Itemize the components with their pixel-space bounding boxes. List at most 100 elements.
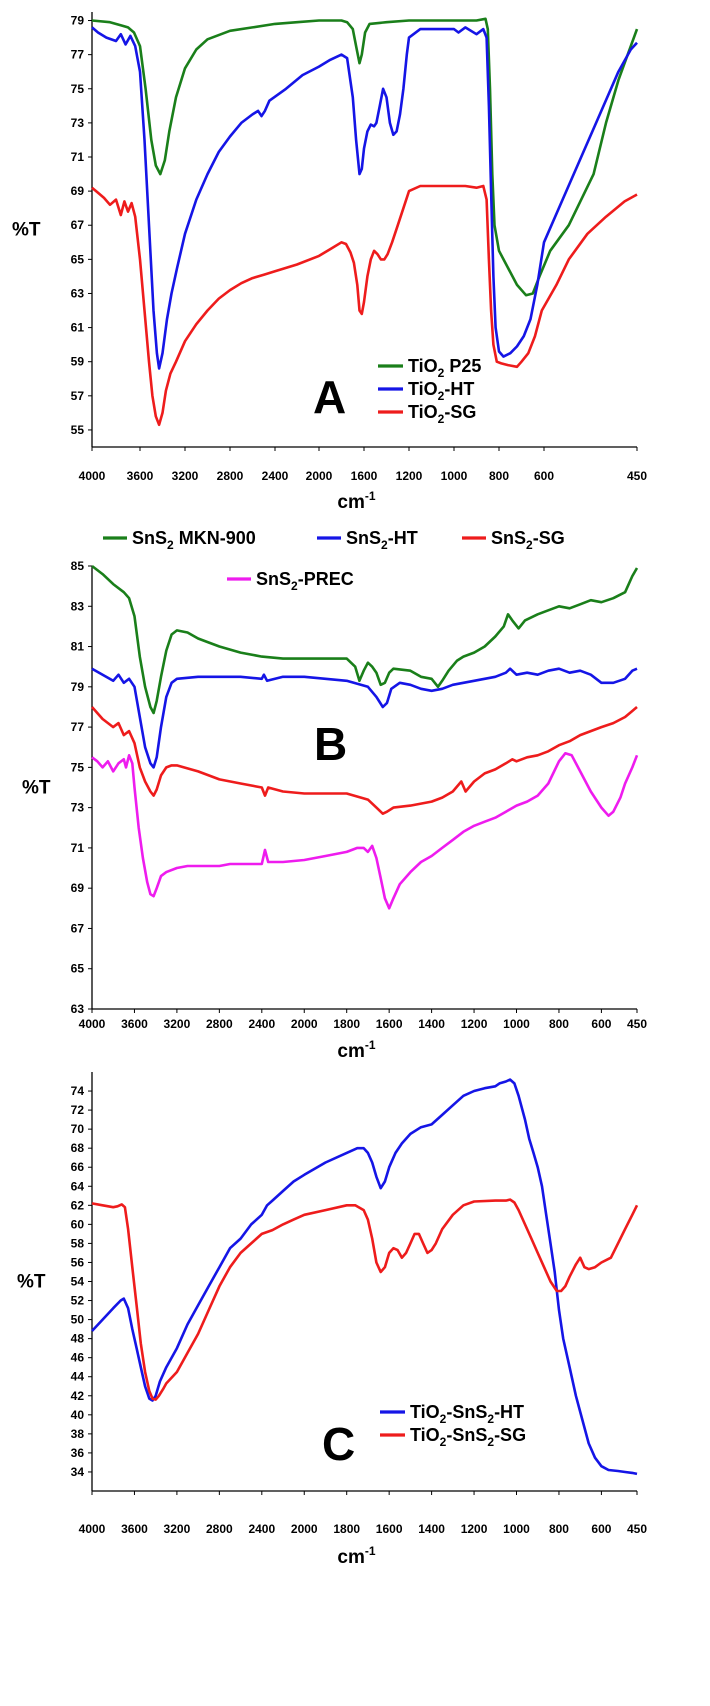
x-tick-label: 600 — [591, 1017, 611, 1031]
legend-label-text: -HT — [388, 528, 418, 548]
legend-label-text: SnS — [491, 528, 526, 548]
y-tick-label: 79 — [71, 680, 85, 694]
legend-label-text: -SG — [533, 528, 565, 548]
y-axis-label: %T — [22, 778, 51, 799]
legend-label-subscript: 2 — [526, 538, 533, 552]
y-tick-label: 73 — [71, 801, 85, 815]
y-tick-label: 69 — [71, 881, 85, 895]
y-tick-label: 67 — [71, 921, 85, 935]
x-tick-label: 450 — [627, 1017, 647, 1031]
legend-label: TiO2-SnS2-SG — [410, 1425, 526, 1449]
y-tick-label: 40 — [71, 1408, 85, 1422]
x-tick-label: 1200 — [461, 1017, 488, 1031]
legend-label-subscript: 2 — [167, 538, 174, 552]
y-tick-label: 72 — [71, 1103, 85, 1117]
x-axis-label-superscript: -1 — [365, 1544, 376, 1558]
panel-label: C — [322, 1418, 355, 1470]
x-tick-label: 1800 — [333, 1017, 360, 1031]
legend-label: TiO2-SnS2-HT — [410, 1402, 524, 1426]
y-tick-label: 55 — [71, 423, 85, 437]
x-tick-label: 600 — [534, 469, 554, 483]
legend-label: SnS2-PREC — [256, 569, 354, 593]
legend-label-subscript: 2 — [440, 1412, 447, 1426]
x-axis-label: cm-1 — [337, 489, 375, 513]
x-tick-label: 2400 — [262, 469, 289, 483]
series-line-tio2-ht — [91, 26, 638, 370]
legend-label: SnS2-HT — [346, 528, 418, 552]
panel-label: A — [313, 371, 346, 423]
x-axis-label: cm-1 — [337, 1038, 375, 1062]
legend-label-subscript: 2 — [438, 366, 445, 380]
x-tick-label: 1000 — [503, 1017, 530, 1031]
x-tick-label: 450 — [627, 1522, 647, 1536]
y-tick-label: 63 — [71, 286, 85, 300]
legend-label: TiO2 P25 — [408, 356, 481, 380]
legend-label-subscript: 2 — [487, 1412, 494, 1426]
panel-c: 34 36 38 40 42 44 46 48 50 52 54 56 58 60 62 64 66 68 70 72… — [17, 1072, 647, 1568]
legend-label-text: -HT — [444, 379, 474, 399]
x-tick-label: 2800 — [217, 469, 244, 483]
series-line-tio2-sg — [91, 184, 638, 427]
legend-label: TiO2-SG — [408, 402, 476, 426]
legend-label-text: P25 — [444, 356, 481, 376]
legend-label-subscript: 2 — [438, 389, 445, 403]
legend-label-subscript: 2 — [381, 538, 388, 552]
x-tick-label: 1600 — [376, 1522, 403, 1536]
series-line-sns2-sg — [91, 706, 638, 815]
x-tick-label: 2400 — [248, 1017, 275, 1031]
legend-label-text: -SG — [444, 402, 476, 422]
legend-label: TiO2-HT — [408, 379, 474, 403]
legend-label-text: TiO — [410, 1425, 440, 1445]
y-tick-label: 75 — [71, 82, 85, 96]
x-tick-label: 3200 — [164, 1522, 191, 1536]
x-tick-label: 3600 — [127, 469, 154, 483]
x-tick-label: 3600 — [121, 1017, 148, 1031]
legend-label-text: MKN-900 — [174, 528, 256, 548]
y-tick-label: 66 — [71, 1160, 85, 1174]
legend-label-subscript: 2 — [438, 412, 445, 426]
legend-label-text: SnS — [256, 569, 291, 589]
legend-label-text: -SnS — [446, 1425, 487, 1445]
x-axis-label: cm-1 — [337, 1544, 375, 1568]
legend-label-text: TiO — [410, 1402, 440, 1422]
series-line-sns2-prec — [91, 752, 639, 910]
legend-label-text: TiO — [408, 356, 438, 376]
series-line-tio2-p25 — [91, 17, 639, 297]
y-tick-label: 64 — [71, 1179, 85, 1193]
x-tick-label: 1000 — [441, 469, 468, 483]
y-tick-label: 46 — [71, 1351, 85, 1365]
y-tick-label: 42 — [71, 1389, 85, 1403]
x-tick-label: 2000 — [306, 469, 333, 483]
x-tick-label: 2400 — [248, 1522, 275, 1536]
y-tick-label: 44 — [71, 1370, 85, 1384]
y-tick-label: 56 — [71, 1255, 85, 1269]
x-tick-label: 2800 — [206, 1522, 233, 1536]
y-tick-label: 74 — [71, 1084, 85, 1098]
legend-label-text: -PREC — [298, 569, 354, 589]
y-axis-label: %T — [12, 220, 41, 241]
y-tick-label: 75 — [71, 760, 85, 774]
x-tick-label: 1600 — [351, 469, 378, 483]
y-tick-label: 59 — [71, 355, 85, 369]
x-tick-label: 1600 — [376, 1017, 403, 1031]
legend-label-text: -HT — [494, 1402, 524, 1422]
y-tick-label: 73 — [71, 116, 85, 130]
x-tick-label: 1800 — [333, 1522, 360, 1536]
legend-label-text: SnS — [132, 528, 167, 548]
x-tick-label: 1000 — [503, 1522, 530, 1536]
series-line-tio2-sns2-ht — [91, 1078, 638, 1476]
legend-label-text: SnS — [346, 528, 381, 548]
y-tick-label: 50 — [71, 1313, 85, 1327]
x-tick-label: 450 — [627, 469, 647, 483]
series-line-sns2-ht — [91, 667, 638, 769]
legend-label-subscript: 2 — [440, 1435, 447, 1449]
y-tick-label: 67 — [71, 218, 85, 232]
x-tick-label: 4000 — [79, 1017, 106, 1031]
legend-label-text: -SnS — [446, 1402, 487, 1422]
y-tick-label: 48 — [71, 1332, 85, 1346]
y-tick-label: 52 — [71, 1294, 85, 1308]
x-tick-label: 2800 — [206, 1017, 233, 1031]
